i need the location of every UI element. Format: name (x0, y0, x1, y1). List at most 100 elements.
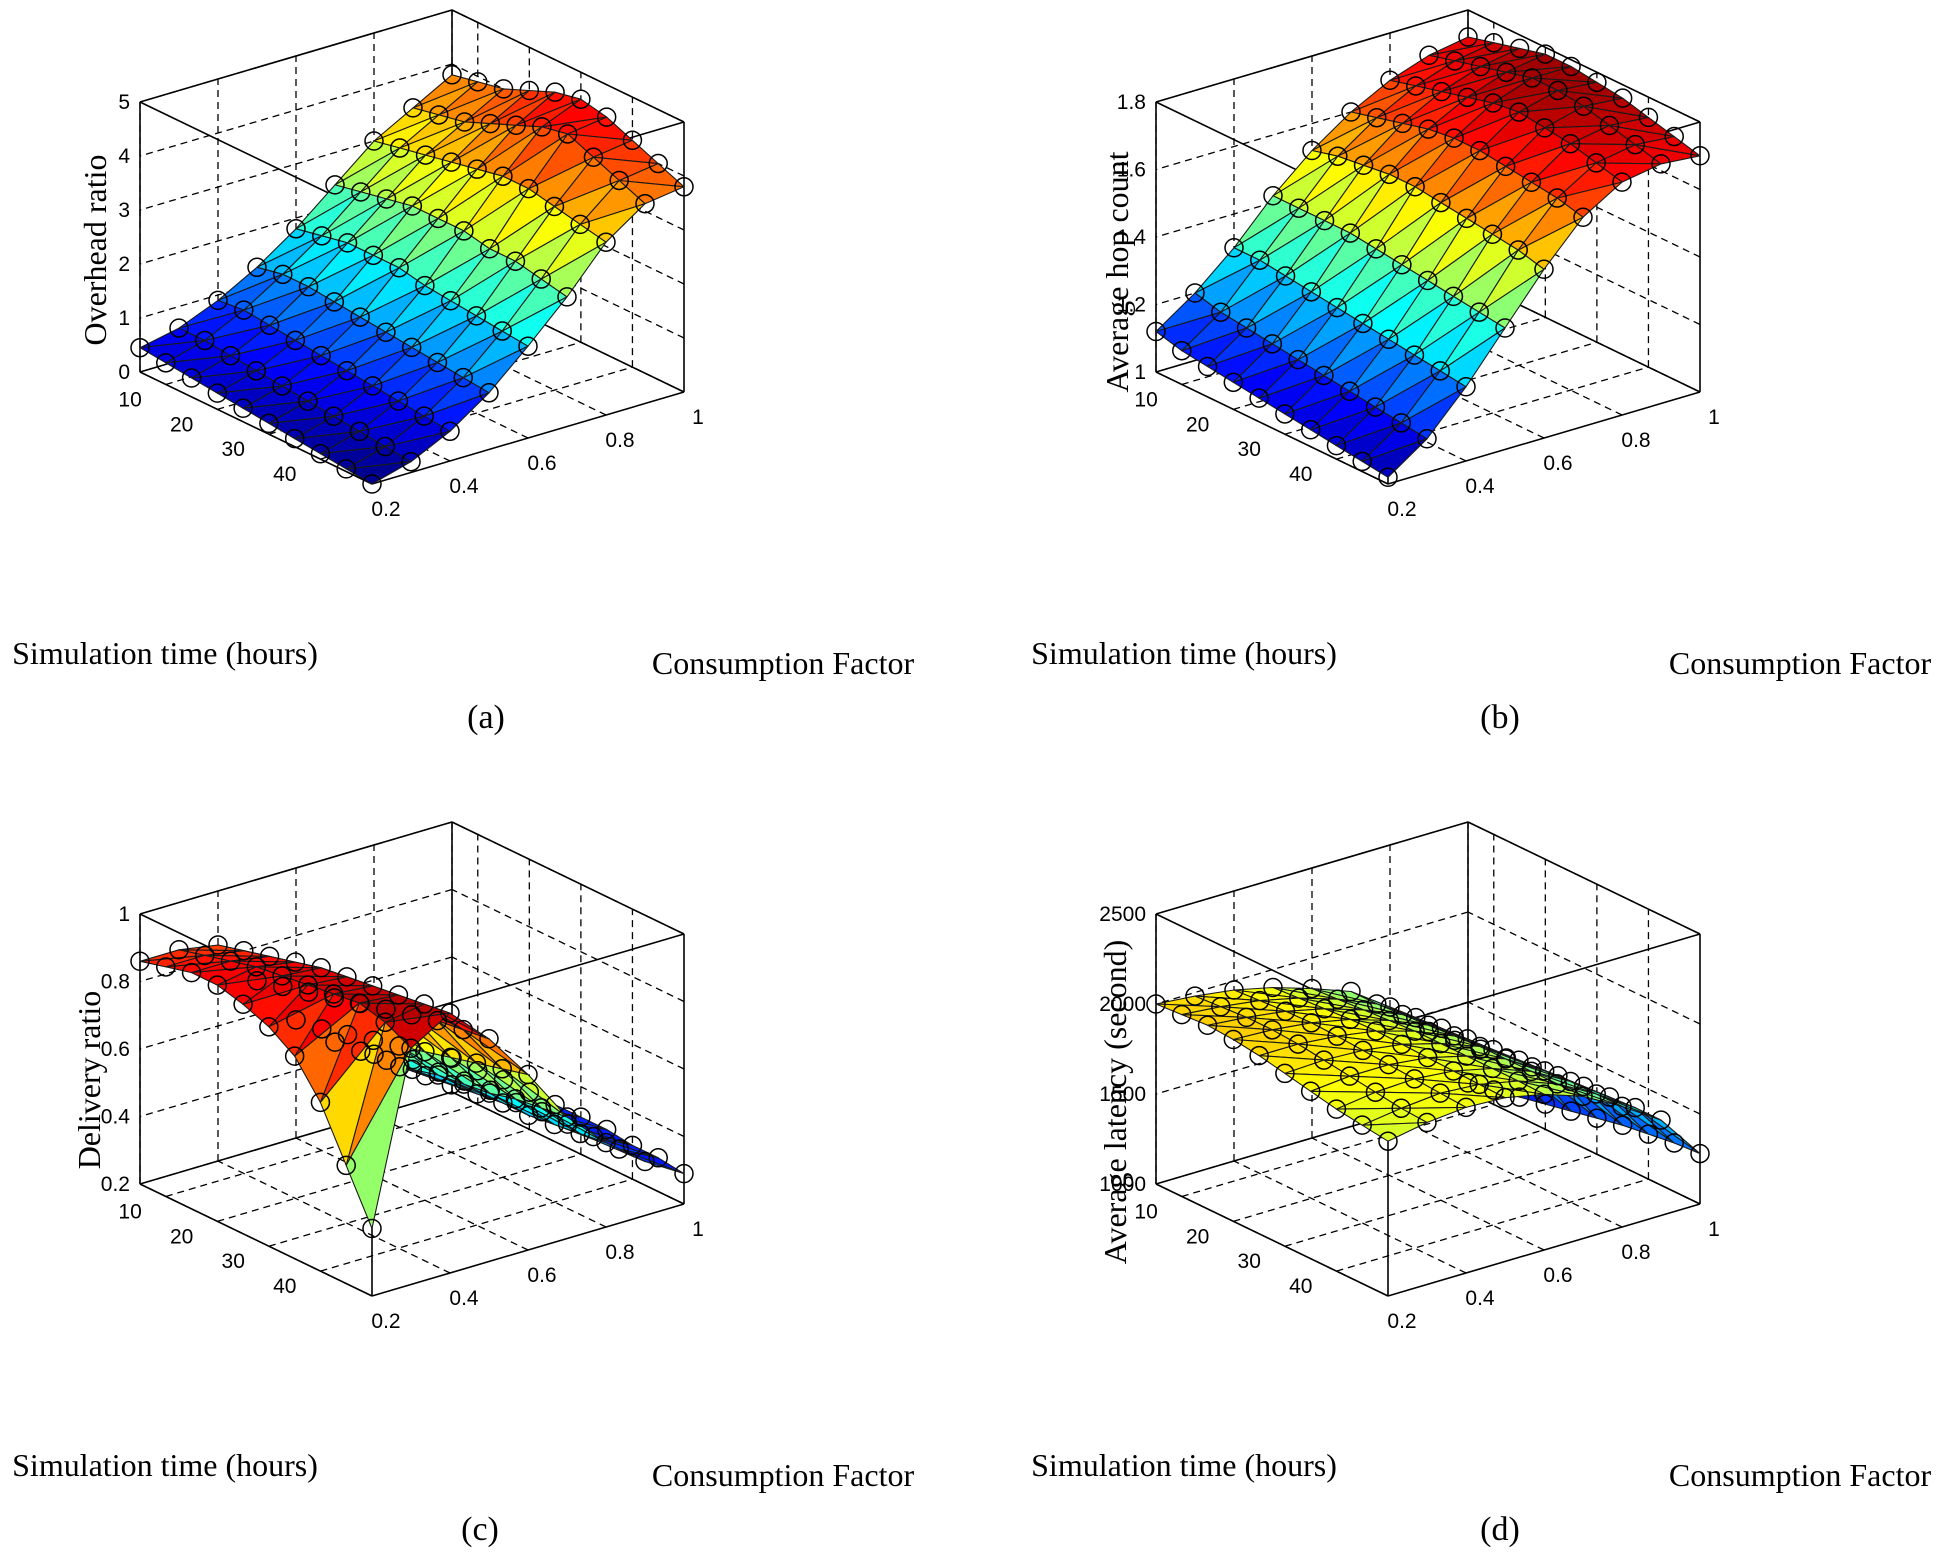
panel-d: 1000 1500 2000 2500 10 20 30 40 0.2 0.4 0.6 0.8 1 Av… (1031, 821, 1931, 1548)
data-marker (1431, 1033, 1451, 1054)
data-marker (1249, 388, 1269, 408)
data-marker (259, 946, 280, 967)
grid-wall-z (451, 171, 685, 285)
data-marker (323, 406, 344, 427)
data-marker (505, 251, 526, 271)
data-marker (375, 436, 395, 457)
data-marker (388, 985, 409, 1005)
box-edge (139, 371, 373, 485)
data-marker (557, 287, 577, 307)
data-marker (363, 245, 384, 266)
data-marker (479, 239, 500, 259)
data-marker (1612, 172, 1632, 192)
data-marker (403, 98, 423, 118)
data-marker (284, 428, 305, 449)
data-marker (1378, 1054, 1399, 1075)
box-edge (371, 391, 685, 485)
data-marker (519, 80, 540, 101)
data-marker (1431, 192, 1451, 213)
xlabel-d: Simulation time (hours) (1031, 1447, 1337, 1483)
data-marker (1573, 207, 1593, 227)
data-marker (376, 1050, 397, 1071)
data-marker (1482, 224, 1503, 244)
data-marker (1314, 999, 1335, 1019)
data-marker (363, 1030, 384, 1051)
data-marker (220, 345, 241, 366)
data-marker (479, 1083, 500, 1103)
ylabel-b: Consumption Factor (1669, 645, 1932, 681)
data-marker (247, 971, 267, 991)
data-marker (1197, 356, 1218, 377)
data-marker (389, 258, 409, 278)
data-marker (1508, 240, 1528, 260)
z-tick-label: 0.8 (101, 971, 130, 994)
data-marker (1353, 313, 1373, 334)
ylabel-a: Consumption Factor (652, 645, 915, 681)
data-marker (220, 951, 241, 971)
data-marker (414, 406, 434, 426)
data-marker (1561, 1101, 1581, 1121)
data-marker (195, 945, 215, 966)
data-marker (350, 307, 370, 327)
data-marker (233, 398, 253, 419)
grid-floor-y (1233, 348, 1467, 462)
data-marker (571, 89, 591, 109)
z-tick-label: 1000 (1099, 1173, 1146, 1196)
data-marker (493, 1093, 513, 1113)
grid-wall-z (451, 888, 685, 1003)
data-marker (1378, 467, 1398, 487)
y-tick-label: 0.8 (605, 1241, 634, 1264)
data-marker (1392, 113, 1413, 134)
data-marker (429, 105, 449, 125)
panel-c: 0.2 0.4 0.6 0.8 1 10 20 30 40 0.2 0.4 0.6 0.8 1 Deliv… (12, 821, 914, 1548)
data-marker (557, 1107, 577, 1127)
data-marker (492, 321, 512, 341)
data-marker (1197, 1015, 1218, 1036)
box-edge (139, 1183, 373, 1297)
grid-wall-z (451, 956, 685, 1070)
grid-floor-y (1311, 325, 1545, 439)
data-marker (337, 1024, 358, 1045)
data-marker (246, 957, 267, 977)
data-marker (195, 330, 215, 351)
data-marker (298, 975, 318, 995)
data-marker (1521, 172, 1542, 192)
data-marker (441, 152, 462, 172)
data-marker (1534, 1061, 1555, 1081)
data-marker (130, 951, 150, 971)
data-marker (1560, 133, 1581, 154)
grid-wall-z (1467, 76, 1701, 191)
data-marker (1612, 1096, 1632, 1117)
data-marker (1224, 980, 1244, 1000)
data-marker (1470, 56, 1491, 77)
data-marker (1262, 334, 1283, 354)
data-marker (1599, 1087, 1620, 1107)
data-marker (1211, 302, 1231, 322)
y-tick-label: 0.2 (371, 1310, 400, 1333)
data-marker (415, 1066, 436, 1086)
data-marker (1288, 1034, 1308, 1054)
data-marker (531, 1098, 551, 1118)
zlabel-a: Overhead ratio (77, 154, 113, 345)
x-tick-label: 10 (1134, 388, 1157, 411)
data-marker (480, 113, 501, 134)
data-marker (1352, 451, 1372, 472)
data-marker (545, 82, 565, 102)
data-marker (234, 940, 254, 961)
caption-c: (c) (461, 1511, 499, 1548)
surface-facet (345, 461, 412, 485)
data-marker (1417, 1047, 1438, 1068)
data-marker (1625, 1097, 1645, 1118)
data-marker (1392, 1004, 1413, 1025)
box-edge (139, 1091, 453, 1185)
x-tick-label: 40 (1289, 1275, 1312, 1298)
data-marker (570, 214, 590, 235)
data-marker (479, 383, 499, 403)
data-marker (492, 1059, 512, 1079)
data-marker (337, 360, 357, 381)
data-marker (1456, 1097, 1476, 1118)
data-marker (1548, 80, 1568, 101)
z-tick-label: 0.2 (101, 1173, 130, 1196)
data-marker (1509, 1087, 1530, 1107)
z-tick-label: 2500 (1099, 903, 1146, 926)
